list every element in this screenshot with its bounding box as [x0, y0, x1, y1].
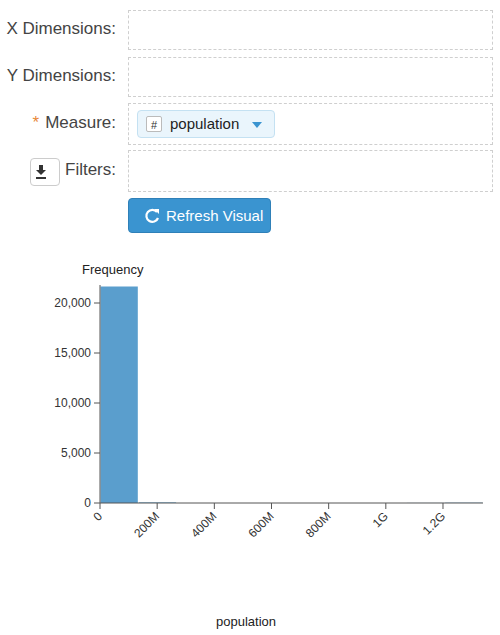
label-text: X Dimensions:: [6, 19, 116, 38]
x-tick-label: 0: [90, 509, 105, 524]
x-tick-label: 400M: [188, 509, 219, 540]
y-tick-label: 0: [84, 496, 91, 510]
label-text: Y Dimensions:: [7, 66, 116, 85]
button-text: Refresh Visual: [166, 199, 263, 232]
y-tick-label: 10,000: [54, 396, 91, 410]
x-tick-label: 600M: [245, 509, 276, 540]
drop-zone: [128, 57, 493, 97]
field-label: Filters:: [65, 160, 116, 180]
x-tick: [442, 503, 443, 509]
measure-pill[interactable]: # population: [137, 110, 275, 138]
required-mark: *: [33, 113, 40, 132]
x-tick: [100, 503, 101, 509]
refresh-icon: [143, 207, 163, 227]
x-tick-label: 1G: [370, 509, 391, 530]
bars: [101, 287, 483, 504]
y-tick-label: 5,000: [61, 446, 91, 460]
type-icon: #: [146, 116, 162, 132]
field-label: X Dimensions:: [6, 19, 116, 39]
y-tick: [94, 303, 100, 304]
y-tick-label: 20,000: [54, 296, 91, 310]
x-tick-label: 1.2G: [420, 509, 448, 537]
x-tick: [157, 503, 158, 509]
x-axis-title: population: [216, 614, 276, 629]
x-tick: [214, 503, 215, 509]
y-tick: [94, 403, 100, 404]
y-tick: [94, 453, 100, 454]
x-tick-label: 200M: [131, 509, 162, 540]
y-tick: [94, 503, 100, 504]
measure-name: population: [170, 115, 239, 132]
download-button[interactable]: [30, 158, 60, 186]
x-tick: [328, 503, 329, 509]
x-tick: [271, 503, 272, 509]
y-tick-label: 15,000: [54, 346, 91, 360]
drop-zone: [128, 150, 493, 192]
label-text: Measure:: [45, 113, 116, 132]
drop-zone: [128, 10, 493, 50]
chart: 0 5,000 10,000 15,000 20,000 0 200M 400M 600M 800…: [0, 0, 500, 635]
y-tick: [94, 353, 100, 354]
label-text: Filters:: [65, 160, 116, 179]
download-icon: [31, 159, 59, 185]
x-tick: [385, 503, 386, 509]
y-axis: [100, 285, 101, 503]
bar: [101, 287, 138, 504]
x-tick-label: 800M: [303, 509, 334, 540]
refresh-button[interactable]: Refresh Visual: [128, 198, 271, 233]
dropdown-caret: [252, 122, 262, 128]
y-axis-title: Frequency: [82, 262, 144, 277]
field-label: * Measure:: [33, 113, 117, 133]
field-label: Y Dimensions:: [7, 66, 116, 86]
